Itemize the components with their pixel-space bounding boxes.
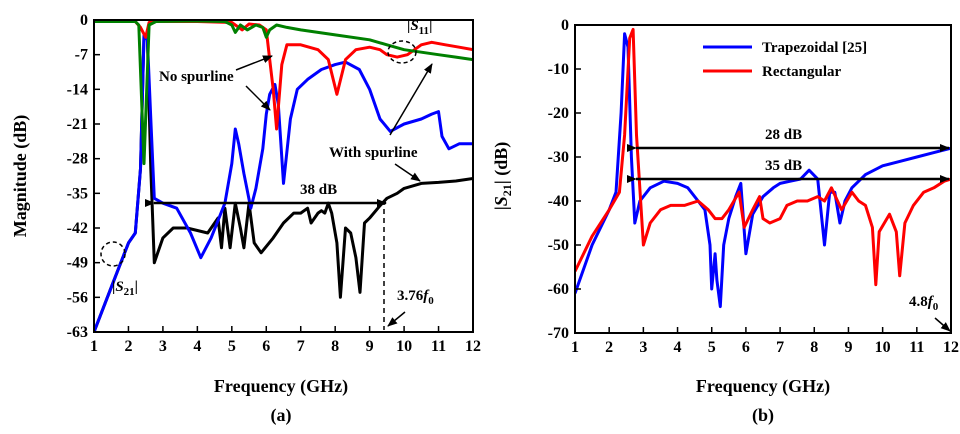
panel-b-series — [575, 27, 951, 309]
y-tick-label: -50 — [548, 237, 569, 254]
x-tick-label: 10 — [396, 338, 412, 355]
s21-marker-ellipse — [100, 241, 126, 267]
with-spurline-label: With spurline — [329, 145, 418, 161]
with-spurline-arrow-up — [389, 63, 433, 136]
freq-note-arrow — [387, 311, 406, 327]
y-tick-label: -42 — [67, 220, 88, 237]
freq-note-label-b: 4.8f0 — [909, 294, 939, 313]
plot-frame — [93, 19, 474, 333]
x-tick-label: 2 — [605, 339, 613, 356]
panel-a-xlabel: Frequency (GHz) — [214, 376, 348, 397]
y-tick-label: -21 — [67, 116, 88, 133]
x-tick-label: 2 — [124, 338, 132, 355]
y-tick-label: -49 — [67, 255, 88, 272]
x-tick-label: 8 — [331, 338, 339, 355]
no-spurline-label: No spurline — [159, 69, 234, 85]
x-tick-label: 8 — [810, 339, 818, 356]
y-tick-label: -30 — [548, 149, 569, 166]
panel-b-xlabel: Frequency (GHz) — [696, 376, 830, 397]
y-tick-label: 0 — [80, 12, 88, 29]
x-tick-label: 9 — [844, 339, 852, 356]
x-tick-label: 10 — [875, 339, 891, 356]
s11-marker-ellipse — [387, 40, 417, 64]
y-tick-label: -10 — [548, 61, 569, 78]
y-tick-label: -63 — [67, 324, 88, 341]
x-tick-label: 5 — [708, 339, 716, 356]
series-line-3 — [94, 20, 473, 166]
series-line-0 — [575, 32, 951, 309]
y-tick-label: -60 — [548, 281, 569, 298]
y-tick-label: -56 — [67, 289, 88, 306]
x-tick-label: 1 — [571, 339, 579, 356]
panel-b: 28 dB 35 dB 4.8f0 Trapezoidal [25] Recta… — [491, 17, 959, 426]
x-tick-label: 12 — [943, 339, 959, 356]
plot-frame — [574, 24, 952, 334]
panel-a-label: (a) — [271, 405, 292, 426]
series-line-1 — [94, 33, 473, 332]
x-tick-label: 3 — [159, 338, 167, 355]
x-tick-label: 12 — [465, 338, 481, 355]
x-tick-label: 7 — [776, 339, 784, 356]
series-line-1 — [575, 27, 951, 287]
s11-label: |S11| — [407, 18, 432, 37]
x-tick-label: 4 — [674, 339, 682, 356]
panel-a-series — [94, 20, 473, 332]
y-tick-label: -14 — [67, 81, 88, 98]
x-tick-label: 11 — [909, 339, 924, 356]
y-tick-label: -7 — [75, 47, 88, 64]
no-spurline-arrow-down — [245, 85, 271, 111]
x-tick-label: 11 — [431, 338, 446, 355]
legend-label-rectangular: Rectangular — [762, 64, 841, 80]
freq-note-label: 3.76f0 — [397, 288, 434, 307]
panel-b-axes: 1 2 3 4 5 6 7 8 9 10 11 120-10-20-30-40-50-60-70 — [548, 17, 959, 356]
x-tick-label: 7 — [297, 338, 305, 355]
panel-a-axes: 1 2 3 4 5 6 7 8 9 10 11 120-7-14-21-28-35-42-49-56-… — [67, 12, 481, 355]
series-line-0 — [94, 33, 473, 332]
freq-note-arrow-b — [934, 317, 951, 332]
panel-a: 38 dB No spurline With spurline |S11| |S… — [10, 12, 481, 426]
x-tick-label: 9 — [366, 338, 374, 355]
no-spurline-arrow-up — [235, 55, 273, 71]
x-tick-label: 4 — [193, 338, 201, 355]
span-35db-label: 35 dB — [765, 158, 802, 174]
with-spurline-arrow-down — [394, 163, 421, 182]
y-tick-label: -35 — [67, 185, 88, 202]
y-tick-label: 0 — [561, 17, 569, 34]
x-tick-label: 3 — [639, 339, 647, 356]
y-tick-label: -20 — [548, 105, 569, 122]
x-tick-label: 1 — [90, 338, 98, 355]
y-tick-label: -70 — [548, 325, 569, 342]
span-28db-label: 28 dB — [765, 127, 802, 143]
s21-label: |S21| — [112, 279, 138, 298]
legend-label-trapezoidal: Trapezoidal [25] — [762, 40, 867, 56]
x-tick-label: 5 — [228, 338, 236, 355]
y-tick-label: -28 — [67, 151, 88, 168]
panel-b-ylabel: |S21| (dB) — [491, 142, 514, 210]
x-tick-label: 6 — [262, 338, 270, 355]
panel-a-ylabel: Magnitude (dB) — [10, 115, 31, 238]
panel-b-label: (b) — [752, 405, 774, 426]
span-38db-label: 38 dB — [300, 182, 337, 198]
y-tick-label: -40 — [548, 193, 569, 210]
legend: Trapezoidal [25] Rectangular — [703, 40, 867, 80]
x-tick-label: 6 — [742, 339, 750, 356]
